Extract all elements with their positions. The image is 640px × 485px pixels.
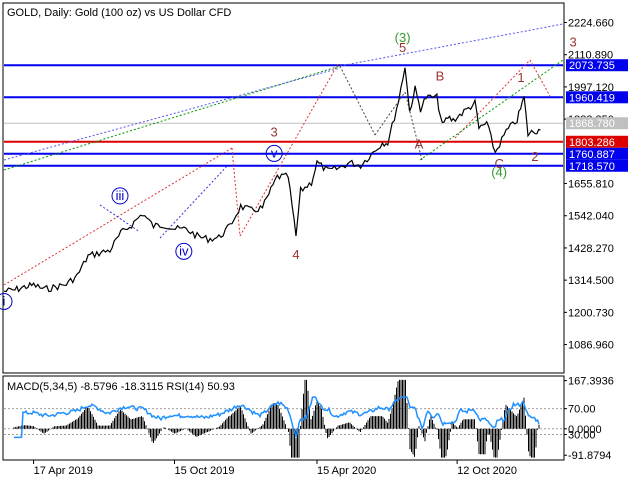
time-axis: 17 Apr 2019 15 Oct 2019 15 Apr 2020 12 Oct …	[33, 460, 517, 477]
price-axis-label: 1655.810	[568, 179, 614, 191]
macd-histogram	[13, 379, 540, 458]
price-level-tag: 1868.780	[566, 117, 628, 130]
abc-dashed-line-1	[339, 65, 376, 136]
time-axis-label: 12 Oct 2020	[457, 465, 517, 477]
macd-axis-label: 0.0000	[568, 424, 602, 436]
price-level-tag-box	[566, 147, 628, 160]
blue-wave-line-2	[159, 164, 229, 239]
green-projection-line	[419, 59, 564, 161]
green-channel-line	[3, 65, 341, 171]
price-axis-label: 2110.890	[568, 50, 613, 62]
price-level-tag-box	[566, 59, 628, 72]
price-level-tags: 2073.735 1960.419 1868.780 1803.2861760.887…	[566, 59, 628, 173]
price-level-tag-label: 1868.780	[569, 118, 615, 130]
price-axis-label: 1086.960	[568, 340, 614, 352]
wave-label-circle	[265, 144, 283, 162]
price-axis-label: 2224.660	[568, 17, 614, 29]
price-level-tag-box	[566, 159, 628, 172]
abc-dashed-line-2	[374, 91, 406, 136]
wave-label-circle	[111, 187, 129, 205]
price-level-tag: 1803.286	[566, 135, 628, 149]
trendlines	[3, 23, 564, 286]
macd-axis-label: 30.00	[568, 430, 596, 442]
wave-label: (4)	[491, 165, 507, 180]
price-series	[3, 67, 541, 293]
time-axis-label: 17 Apr 2019	[34, 465, 93, 477]
macd-axis-label: 70.00	[568, 404, 596, 416]
wave-label-circle	[0, 292, 13, 310]
rsi-line	[14, 396, 540, 440]
price-level-tag-label: 1718.570	[569, 161, 615, 173]
blue-channel-upper-line	[339, 23, 564, 67]
time-axis-label: 15 Apr 2020	[317, 465, 376, 477]
price-axis-label: 1428.270	[568, 243, 614, 255]
wave-label: (3)	[395, 30, 411, 45]
price-level-tag: 1760.887	[566, 147, 628, 161]
wave-label: 1	[517, 70, 524, 85]
wave-label: B	[436, 68, 445, 83]
price-level-tag-label: 2073.735	[569, 60, 615, 72]
price-level-tag-label: 1803.286	[569, 137, 615, 149]
price-axis-label: 1997.120	[568, 82, 614, 94]
time-axis-label: 15 Oct 2019	[175, 465, 235, 477]
price-level-tag-box	[566, 117, 628, 130]
macd-header: MACD(5,34,5) -8.5796 -18.3115 RSI(14) 50…	[7, 381, 235, 393]
wave-label: iv	[179, 243, 189, 258]
price-level-tag: 1960.419	[566, 91, 628, 104]
wave-label: iii	[116, 188, 125, 203]
wave-label: i	[3, 293, 6, 308]
macd-axis-label: -91.8794	[568, 450, 611, 462]
wave-label: 5	[399, 40, 406, 55]
red-wave-line-1	[3, 147, 233, 286]
price-level-tag: 2073.735	[566, 59, 628, 72]
wave-label: 3	[570, 34, 577, 49]
wave-label: C	[494, 156, 503, 171]
price-panel-frame	[2, 2, 565, 374]
wave-label: 4	[292, 247, 299, 262]
price-axis-label: 1542.040	[568, 211, 614, 223]
price-level-tag-label: 1760.887	[569, 149, 615, 161]
macd-indicator	[4, 379, 563, 458]
macd-axis-label: 167.3936	[568, 376, 614, 388]
wave-label: v	[271, 145, 278, 160]
price-level-tag-label: 1960.419	[569, 92, 615, 104]
red-wave-line-3	[239, 63, 339, 237]
price-level-tag-box	[566, 135, 628, 148]
wave-label: 2	[531, 149, 538, 164]
red-projection-line-2	[529, 59, 551, 97]
wave-label: A	[415, 136, 424, 151]
blue-wave-line-1	[99, 204, 141, 233]
price-level-tag-box	[566, 91, 628, 104]
price-level-tag: 1718.570	[566, 159, 628, 173]
macd-panel-frame	[2, 375, 565, 461]
price-line	[3, 67, 541, 293]
wave-label: 3	[271, 124, 278, 139]
price-axis-label: 1200.730	[568, 307, 614, 319]
chart-title: GOLD, Daily: Gold (100 oz) vs US Dollar …	[7, 7, 231, 19]
wave-label-circle	[175, 242, 193, 260]
price-axis-label: 1314.500	[568, 275, 614, 287]
red-wave-line-2	[231, 147, 241, 237]
